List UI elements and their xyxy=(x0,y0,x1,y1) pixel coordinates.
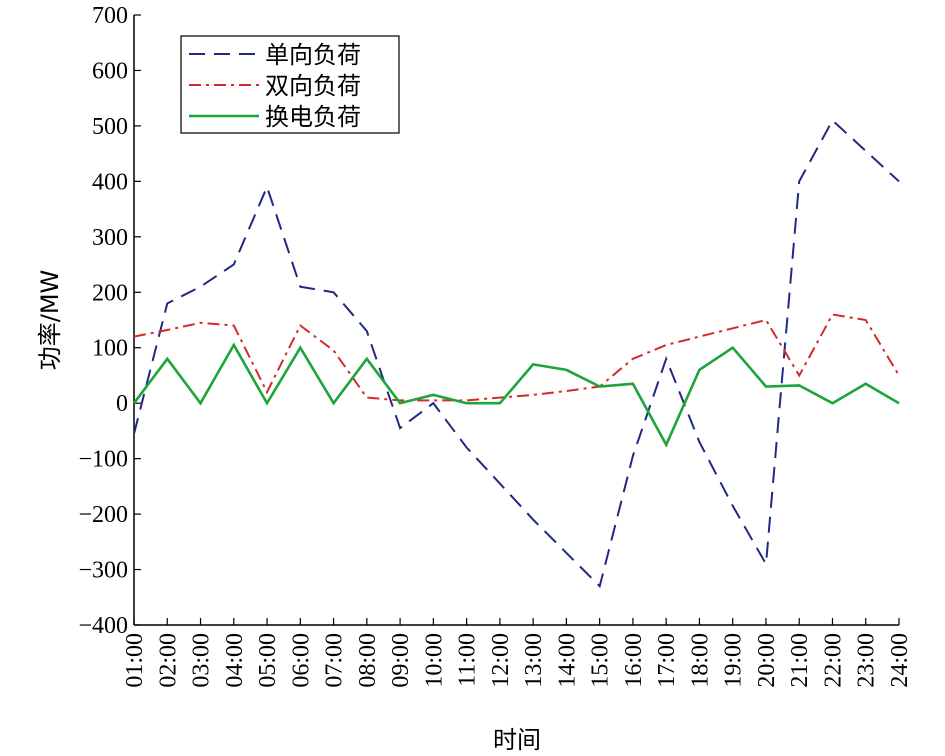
y-tick-label: 200 xyxy=(92,280,128,306)
x-tick-label: 20:00 xyxy=(754,633,780,688)
y-tick-label: 500 xyxy=(92,114,128,140)
x-tick-label: 24:00 xyxy=(887,633,913,688)
axes: −400 −300 −200 −100 0 100 200 300 400 500 600 700 01… xyxy=(78,3,913,688)
x-tick-label: 10:00 xyxy=(421,633,447,688)
series-line xyxy=(133,118,900,589)
x-tick-label: 02:00 xyxy=(155,633,181,688)
y-tick-label: −100 xyxy=(78,447,128,473)
x-tick-label: 22:00 xyxy=(820,633,846,688)
y-tick-label: −200 xyxy=(78,502,128,528)
y-tick-label: 0 xyxy=(116,391,128,417)
x-tick-label: 14:00 xyxy=(554,633,580,688)
series-line xyxy=(133,313,900,402)
x-tick-label: 03:00 xyxy=(189,633,215,688)
y-tick-label: 300 xyxy=(92,225,128,251)
x-tick-label: 05:00 xyxy=(255,633,281,688)
x-axis-title: 时间 xyxy=(493,726,541,754)
y-tick-label: −400 xyxy=(78,613,128,639)
x-tick-label: 17:00 xyxy=(654,633,680,688)
x-tick-label: 09:00 xyxy=(388,633,414,688)
x-tick-label: 21:00 xyxy=(787,633,813,688)
legend-label: 单向负荷 xyxy=(265,41,361,69)
x-tick-label: 16:00 xyxy=(621,633,647,688)
x-tick-label: 11:00 xyxy=(455,633,481,687)
legend-label: 双向负荷 xyxy=(265,72,361,100)
x-tick-label: 01:00 xyxy=(122,633,148,688)
x-tick-label: 12:00 xyxy=(488,633,514,688)
y-tick-label: 400 xyxy=(92,169,128,195)
x-tick-label: 23:00 xyxy=(854,633,880,688)
x-tick-label: 06:00 xyxy=(288,633,314,688)
x-tick-label: 19:00 xyxy=(721,633,747,688)
x-tick-label: 08:00 xyxy=(355,633,381,688)
y-tick-label: 100 xyxy=(92,336,128,362)
y-tick-label: 600 xyxy=(92,58,128,84)
y-axis-title: 功率/MW xyxy=(36,270,64,371)
x-tick-label: 07:00 xyxy=(322,633,348,688)
x-tick-label: 15:00 xyxy=(588,633,614,688)
legend-label: 换电负荷 xyxy=(265,103,361,131)
y-tick-label: −300 xyxy=(78,558,128,584)
y-tick-label: 700 xyxy=(92,3,128,29)
x-tick-label: 04:00 xyxy=(222,633,248,688)
x-tick-label: 13:00 xyxy=(521,633,547,688)
series-line xyxy=(132,342,900,448)
x-tick-label: 18:00 xyxy=(687,633,713,688)
series-layer xyxy=(132,118,900,589)
